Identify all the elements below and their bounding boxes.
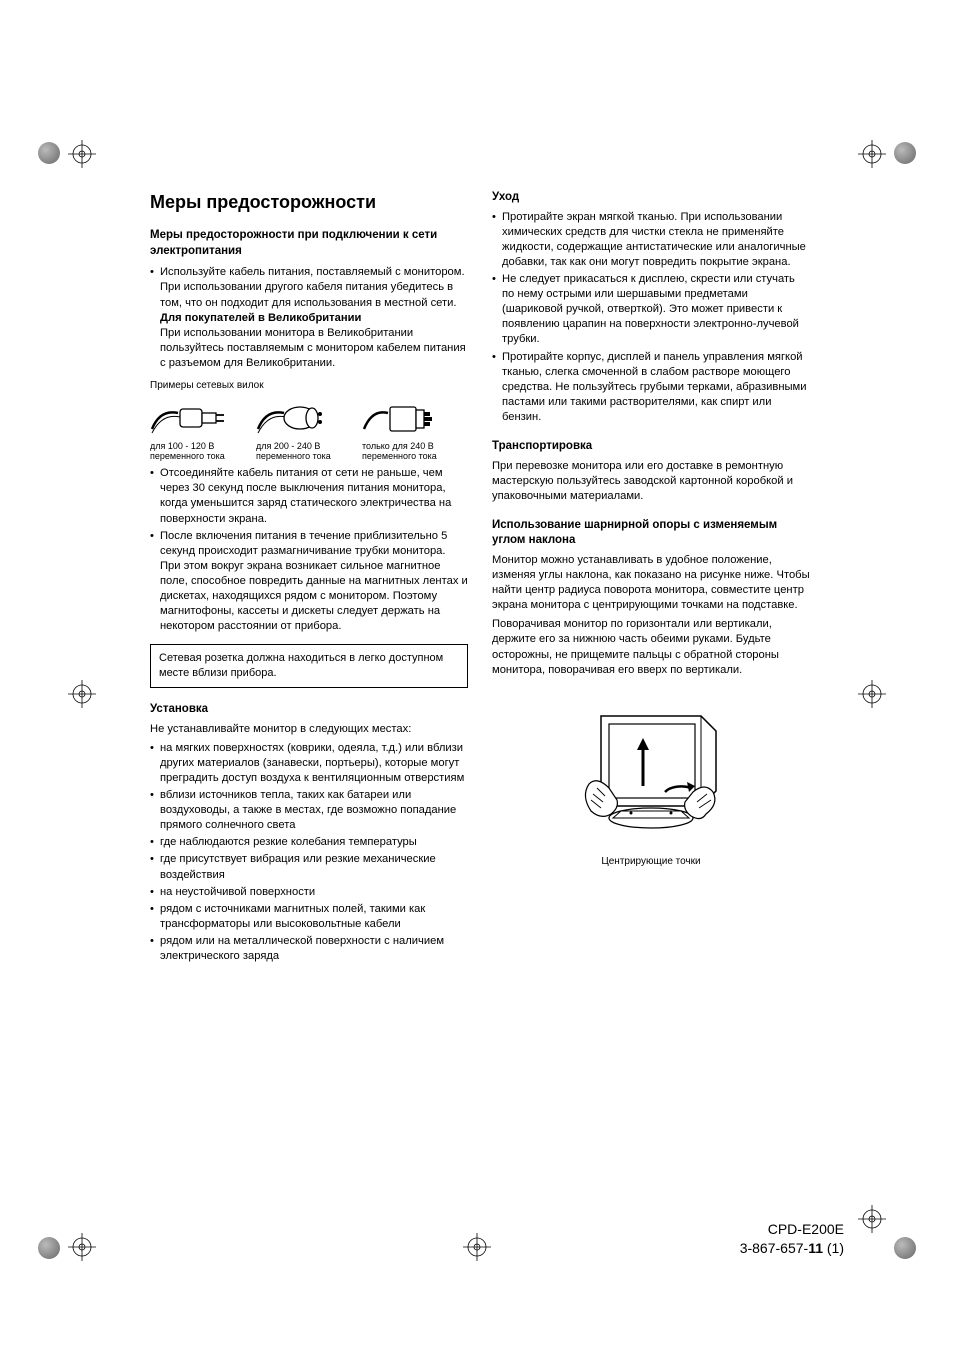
monitor-tilt-icon (561, 696, 741, 846)
print-mark-circle (894, 142, 916, 164)
list-item: Протирайте экран мягкой тканью. При испо… (492, 210, 810, 270)
plug-icon (362, 399, 440, 439)
uk-heading: Для покупателей в Великобритании (160, 312, 361, 324)
registration-mark-icon (463, 1233, 491, 1261)
heading-transport: Транспортировка (492, 439, 810, 455)
list-item: После включения питания в течение прибли… (150, 529, 468, 635)
plug-examples-label: Примеры сетевых вилок (150, 379, 468, 393)
list-item: где присутствует вибрация или резкие мех… (150, 852, 468, 882)
footer-model: CPD-E200E (740, 1220, 844, 1240)
registration-mark-icon (858, 680, 886, 708)
list-item: на неустойчивой поверхности (150, 885, 468, 900)
registration-mark-icon (68, 140, 96, 168)
right-column: Уход Протирайте экран мягкой тканью. При… (492, 190, 810, 966)
registration-mark-icon (68, 680, 96, 708)
uk-text: При использовании монитора в Великобрита… (160, 327, 466, 369)
list-item: на мягких поверхностях (коврики, одеяла,… (150, 741, 468, 786)
registration-mark-icon (858, 1205, 886, 1233)
monitor-figure: Центрирующие точки (492, 696, 810, 869)
tilt-p2: Поворачивая монитор по горизонтали или в… (492, 617, 810, 677)
list-item: вблизи источников тепла, таких как батар… (150, 788, 468, 833)
registration-mark-icon (68, 1233, 96, 1261)
list-item: Используйте кабель питания, поставляемый… (150, 265, 468, 371)
plug-icon (256, 399, 334, 439)
page-title: Меры предосторожности (150, 190, 468, 214)
figure-caption: Центрирующие точки (492, 855, 810, 869)
heading-install: Установка (150, 702, 468, 718)
list-item: Не следует прикасаться к дисплею, скрест… (492, 272, 810, 348)
plug-200-240v: для 200 - 240 В переменного тока (256, 399, 344, 463)
plug-caption: для 200 - 240 В переменного тока (256, 441, 344, 463)
plug-caption: для 100 - 120 В переменного тока (150, 441, 238, 463)
print-mark-circle (894, 1237, 916, 1259)
footer-code: 3-867-657-11 (1) (740, 1239, 844, 1259)
tilt-p1: Монитор можно устанавливать в удобное по… (492, 553, 810, 613)
heading-care: Уход (492, 190, 810, 206)
plug-row: для 100 - 120 В переменного тока для 200… (150, 399, 468, 463)
plug-caption: только для 240 В переменного тока (362, 441, 450, 463)
transport-text: При перевозке монитора или его доставке … (492, 459, 810, 504)
print-mark-circle (38, 1237, 60, 1259)
heading-power: Меры предосторожности при подключении к … (150, 228, 468, 259)
install-intro: Не устанавливайте монитор в следующих ме… (150, 722, 468, 737)
plug-100-120v: для 100 - 120 В переменного тока (150, 399, 238, 463)
list-item: Отсоединяйте кабель питания от сети не р… (150, 466, 468, 526)
print-mark-circle (38, 142, 60, 164)
list-item: где наблюдаются резкие колебания темпера… (150, 835, 468, 850)
plug-240v-only: только для 240 В переменного тока (362, 399, 450, 463)
left-column: Меры предосторожности Меры предосторожно… (150, 190, 468, 966)
registration-mark-icon (858, 140, 886, 168)
install-bullets: на мягких поверхностях (коврики, одеяла,… (150, 741, 468, 965)
list-item: рядом с источниками магнитных полей, так… (150, 902, 468, 932)
socket-note-box: Сетевая розетка должна находиться в легк… (150, 644, 468, 688)
power-bullets-1: Используйте кабель питания, поставляемый… (150, 265, 468, 371)
list-item: рядом или на металлической поверхности с… (150, 934, 468, 964)
text: Используйте кабель питания, поставляемый… (160, 266, 465, 308)
plug-icon (150, 399, 228, 439)
care-bullets: Протирайте экран мягкой тканью. При испо… (492, 210, 810, 426)
list-item: Протирайте корпус, дисплей и панель упра… (492, 350, 810, 426)
page-content: Меры предосторожности Меры предосторожно… (150, 190, 810, 966)
page-footer: CPD-E200E 3-867-657-11 (1) (740, 1220, 844, 1259)
heading-tilt: Использование шарнирной опоры с изменяем… (492, 518, 810, 549)
power-bullets-2: Отсоединяйте кабель питания от сети не р… (150, 466, 468, 634)
